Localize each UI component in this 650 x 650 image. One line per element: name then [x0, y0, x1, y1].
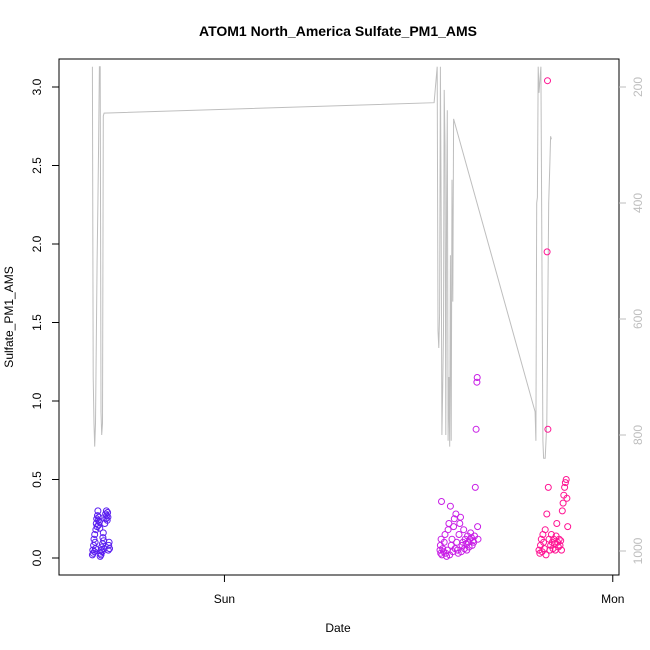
- pressure-line: [91, 66, 552, 459]
- data-point: [441, 531, 449, 538]
- data-point: [561, 483, 569, 491]
- data-point: [96, 524, 104, 532]
- x-axis: SunMonTue: [214, 575, 624, 606]
- data-point: [553, 520, 561, 527]
- data-point: [544, 483, 552, 491]
- data-point: [556, 541, 564, 549]
- data-point: [473, 378, 481, 386]
- data-point: [95, 513, 103, 521]
- y-tick-label: 0.0: [30, 549, 44, 566]
- data-point: [557, 537, 565, 545]
- data-point: [104, 513, 112, 521]
- data-point: [474, 523, 482, 531]
- data-point: [543, 510, 551, 518]
- data-point: [90, 535, 98, 543]
- data-point: [564, 523, 572, 531]
- data-point: [457, 513, 464, 521]
- data-point: [558, 546, 565, 554]
- x-axis-label: Date: [325, 621, 351, 635]
- data-point: [460, 526, 468, 534]
- data-point: [450, 523, 458, 531]
- data-point: [102, 515, 110, 523]
- y-tick-label: 1.5: [30, 314, 44, 331]
- y-tick-label: 3.0: [30, 78, 44, 95]
- y2-tick-label: 800: [631, 425, 645, 445]
- y2-tick-label: 400: [631, 193, 645, 213]
- data-point: [559, 499, 567, 507]
- data-point: [438, 498, 445, 505]
- data-point: [102, 507, 110, 515]
- data-point: [542, 551, 550, 559]
- data-point: [103, 516, 111, 524]
- data-point: [445, 520, 453, 527]
- data-point: [453, 546, 461, 554]
- data-point: [541, 526, 549, 534]
- data-point: [473, 374, 481, 381]
- y-axis: 0.0 0.5 1.0 1.5 2.0 2.5 3.0: [30, 78, 59, 566]
- y-tick-label: 1.0: [30, 392, 44, 409]
- data-point: [95, 521, 103, 529]
- data-point: [442, 549, 450, 557]
- data-point: [452, 510, 460, 518]
- data-point: [90, 548, 98, 556]
- data-point: [450, 515, 458, 523]
- y2-axis: 200 400 600 800 1000: [619, 77, 645, 564]
- data-point: [99, 534, 107, 542]
- data-point: [563, 494, 571, 502]
- data-point: [94, 512, 101, 520]
- data-point: [440, 538, 448, 546]
- x-tick-label: Mon: [601, 592, 624, 606]
- data-point: [543, 248, 551, 256]
- y2-tick-label: 1000: [631, 537, 645, 564]
- data-point: [100, 545, 108, 553]
- y-tick-label: 2.0: [30, 235, 44, 252]
- data-point: [104, 509, 112, 516]
- pressure-line-layer: [91, 66, 552, 459]
- data-point: [104, 546, 112, 554]
- points-layer: [88, 77, 572, 560]
- data-point: [562, 476, 570, 483]
- data-point: [558, 507, 566, 515]
- data-point: [103, 512, 111, 520]
- data-point: [472, 425, 480, 433]
- y2-tick-label: 600: [631, 309, 645, 329]
- y2-tick-label: 200: [631, 77, 645, 97]
- data-point: [471, 483, 479, 491]
- data-point: [455, 531, 463, 538]
- data-point: [544, 77, 551, 85]
- data-point: [439, 545, 447, 553]
- data-point: [91, 531, 99, 538]
- chart-title: ATOM1 North_America Sulfate_PM1_AMS: [199, 23, 477, 39]
- plot-frame: [58, 58, 620, 576]
- data-point: [99, 529, 107, 537]
- data-point: [561, 479, 569, 487]
- data-point: [474, 535, 482, 543]
- data-point: [94, 516, 102, 524]
- y-tick-label: 0.5: [30, 471, 44, 488]
- data-point: [448, 535, 456, 543]
- y-axis-label: Sulfate_PM1_AMS: [2, 266, 16, 367]
- y-tick-label: 2.5: [30, 157, 44, 174]
- data-point: [106, 545, 113, 553]
- data-point: [544, 425, 552, 433]
- data-point: [105, 541, 113, 549]
- data-point: [97, 551, 105, 559]
- data-point: [446, 502, 454, 510]
- x-tick-label: Sun: [214, 592, 235, 606]
